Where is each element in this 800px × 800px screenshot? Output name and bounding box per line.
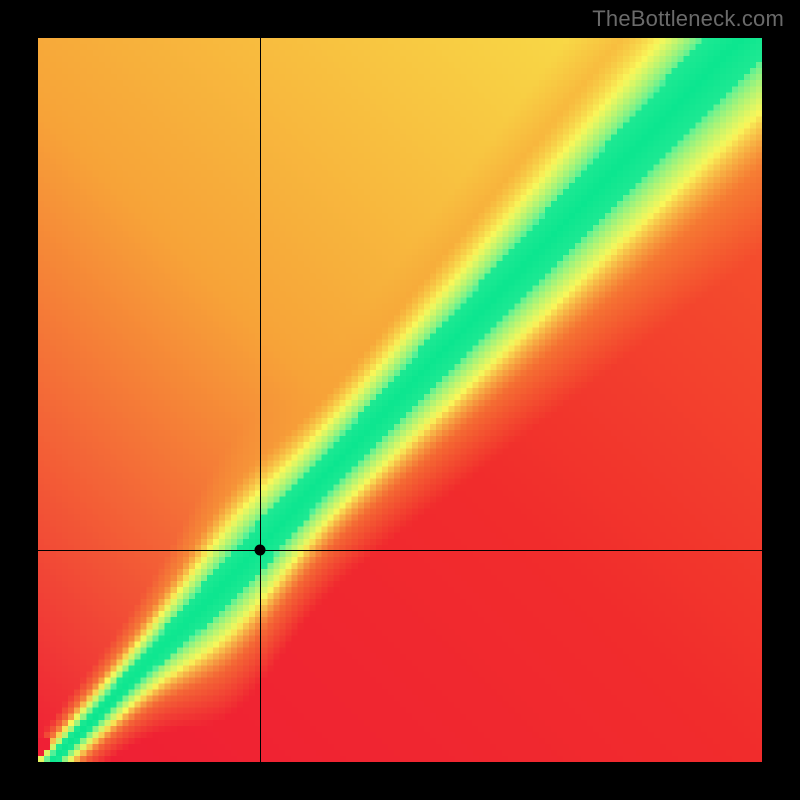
heatmap-canvas <box>38 38 762 762</box>
plot-area <box>38 38 762 762</box>
crosshair-horizontal <box>38 550 762 551</box>
crosshair-vertical <box>260 38 261 762</box>
chart-container: TheBottleneck.com <box>0 0 800 800</box>
bottleneck-marker <box>255 544 266 555</box>
watermark-text: TheBottleneck.com <box>592 6 784 32</box>
